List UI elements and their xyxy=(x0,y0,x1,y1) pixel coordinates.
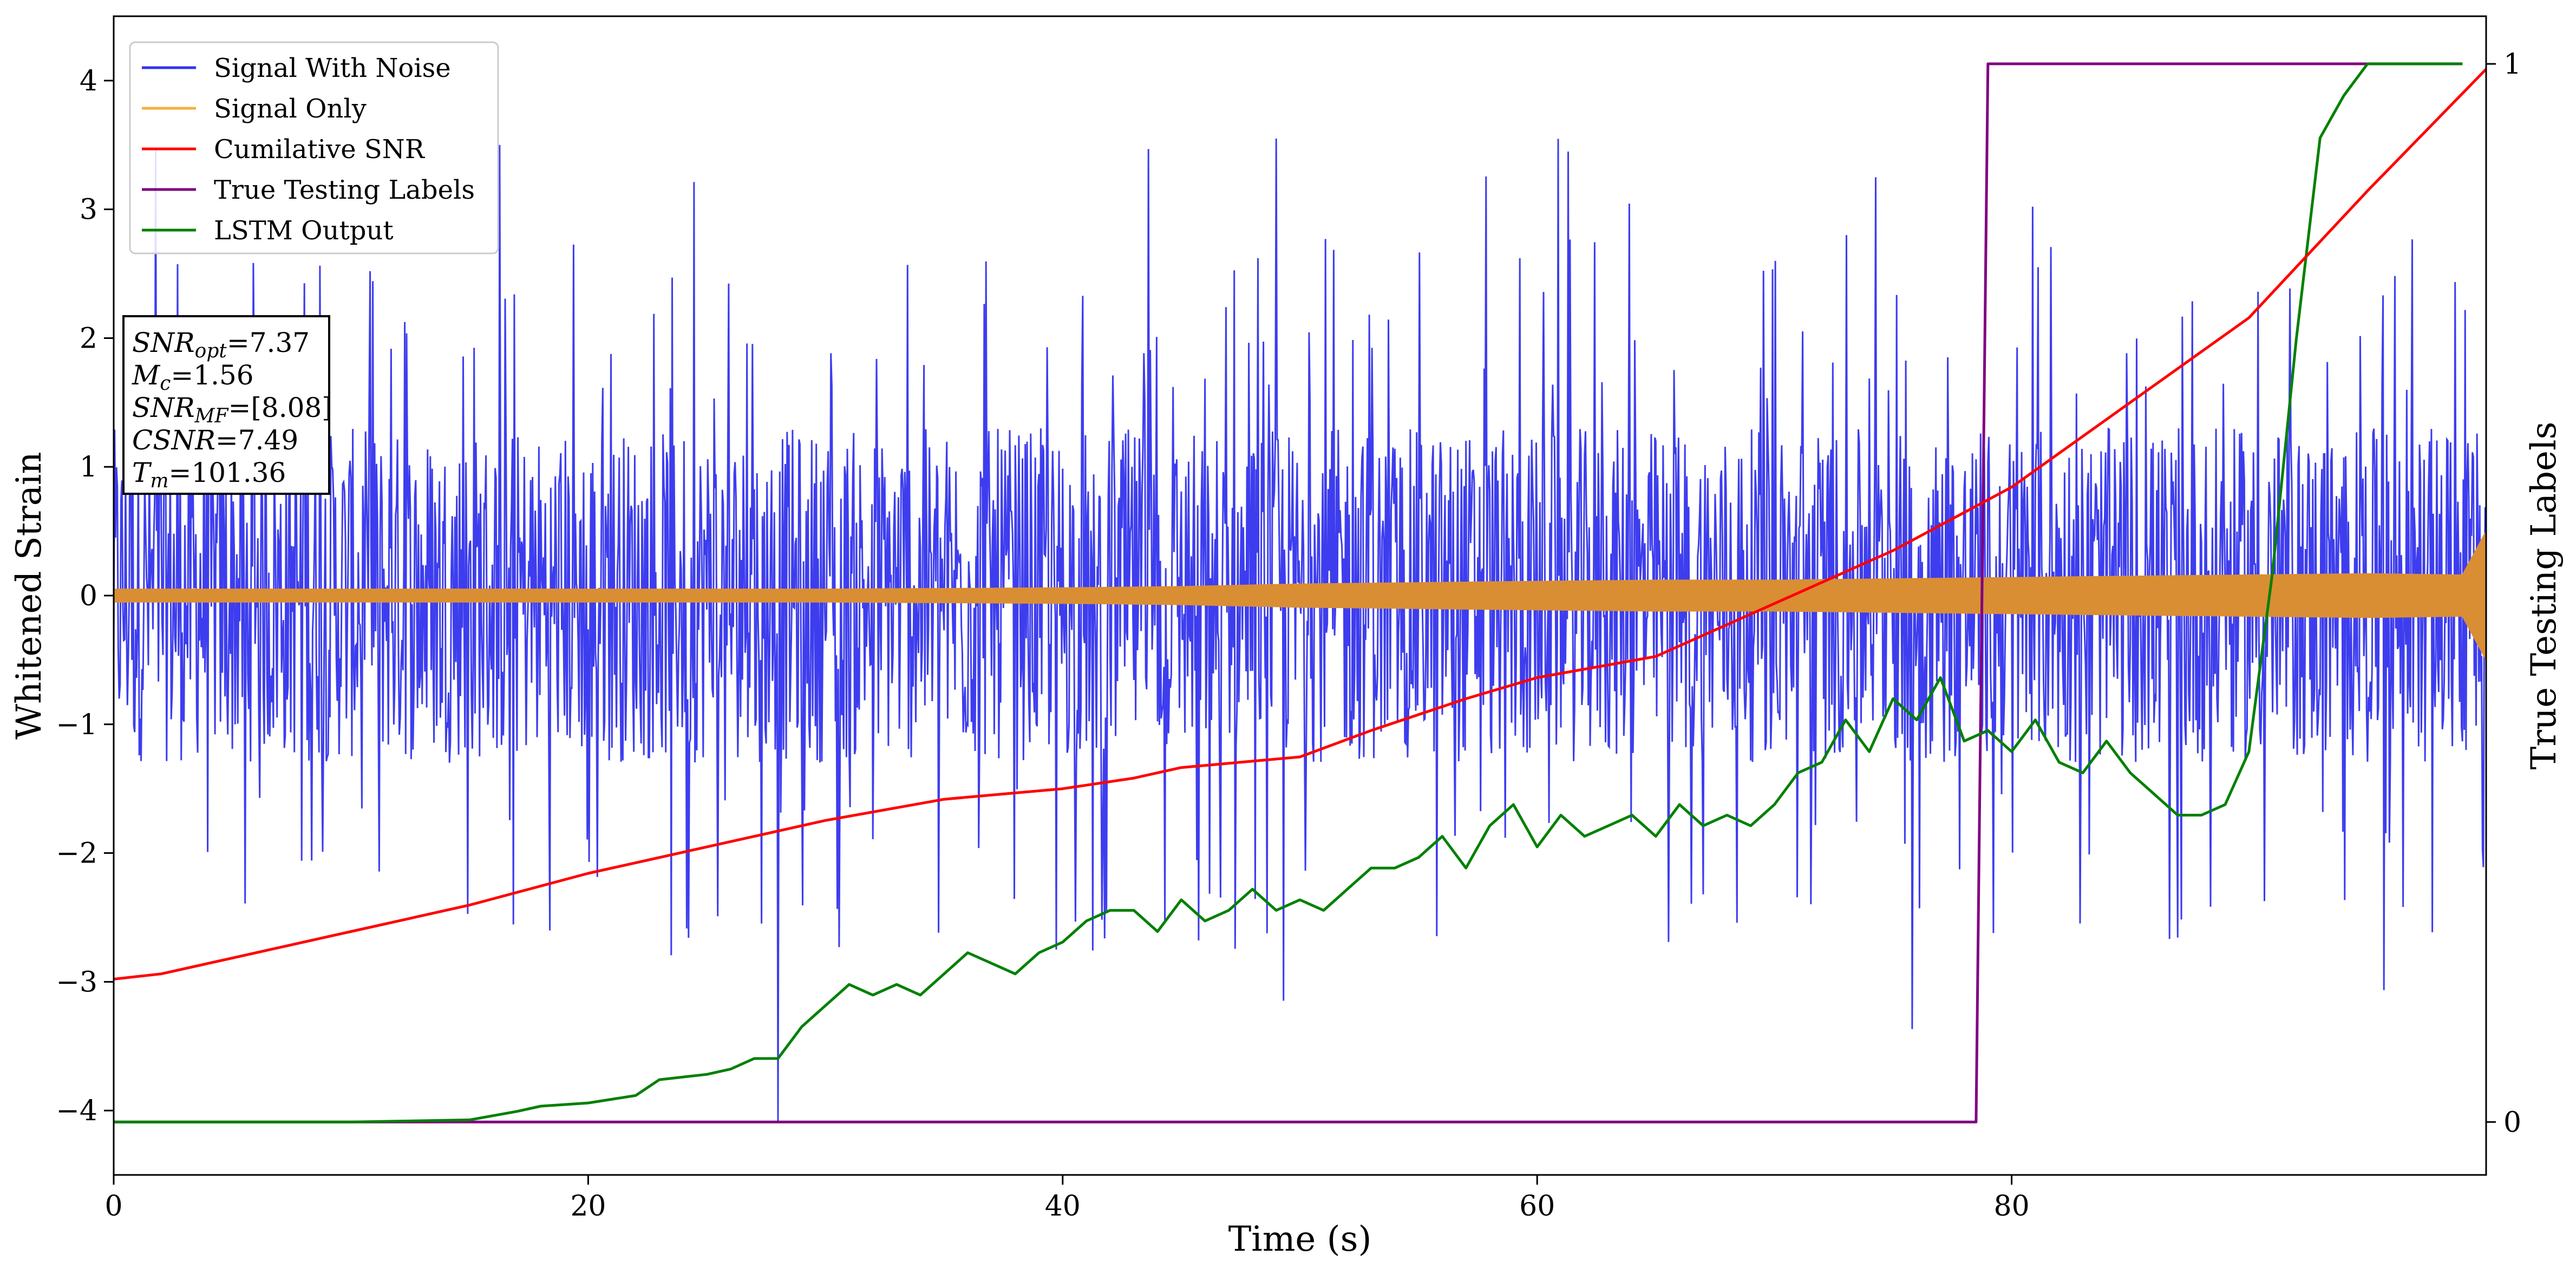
legend-label: Signal With Noise xyxy=(214,53,451,83)
x-tick-label: 40 xyxy=(1045,1190,1081,1223)
x-tick-label: 20 xyxy=(570,1190,606,1223)
series-signal-with-noise xyxy=(114,138,2486,1121)
annotation-line: Mc=1.56 xyxy=(132,360,254,395)
y-tick-label: −1 xyxy=(56,709,97,741)
y-tick-label: −2 xyxy=(56,838,97,870)
series-cumilative-snr xyxy=(114,68,2486,981)
series-lstm-output xyxy=(114,62,2463,1123)
annotation-box: SNRopt=7.37Mc=1.56SNRMF=[8.08]CSNR=7.49T… xyxy=(122,315,332,495)
x-axis-label: Time (s) xyxy=(1228,1219,1372,1259)
y-tick-label: 0 xyxy=(80,580,97,612)
series-true-testing-labels xyxy=(114,62,2463,1123)
y2-axis-label: True Testing Labels xyxy=(2524,422,2564,770)
y-tick-label: −4 xyxy=(56,1095,97,1127)
annotation-line: CSNR=7.49 xyxy=(132,424,298,456)
y2-tick-label: 0 xyxy=(2503,1106,2521,1139)
series-signal-only xyxy=(114,531,2486,661)
annotation-line: Tm=101.36 xyxy=(132,457,286,492)
x-tick-label: 0 xyxy=(104,1190,122,1223)
annotation-line: SNRMF=[8.08] xyxy=(132,392,332,427)
y-tick-label: 3 xyxy=(80,194,97,226)
legend-box xyxy=(129,41,499,254)
legend-label: True Testing Labels xyxy=(214,175,475,205)
annotation-frame xyxy=(122,315,330,495)
legend: Signal With Noise Signal Only Cumilative S… xyxy=(129,41,499,254)
y-tick-label: 1 xyxy=(80,451,97,484)
y-axis-label: Whitened Strain xyxy=(9,452,49,739)
plot-area xyxy=(114,62,2486,1123)
y-tick-label: 2 xyxy=(80,322,97,355)
legend-label: Signal Only xyxy=(214,94,367,124)
annotation-line: SNRopt=7.37 xyxy=(132,327,310,362)
y-tick-label: 4 xyxy=(80,65,97,97)
y2-tick-label: 1 xyxy=(2503,48,2521,81)
x-tick-label: 60 xyxy=(1519,1190,1555,1223)
legend-label: Cumilative SNR xyxy=(214,134,426,165)
legend-label: LSTM Output xyxy=(214,215,394,246)
y-tick-label: −3 xyxy=(56,966,97,998)
x-tick-label: 80 xyxy=(1994,1190,2030,1223)
plot-clip-group xyxy=(114,62,2486,1123)
